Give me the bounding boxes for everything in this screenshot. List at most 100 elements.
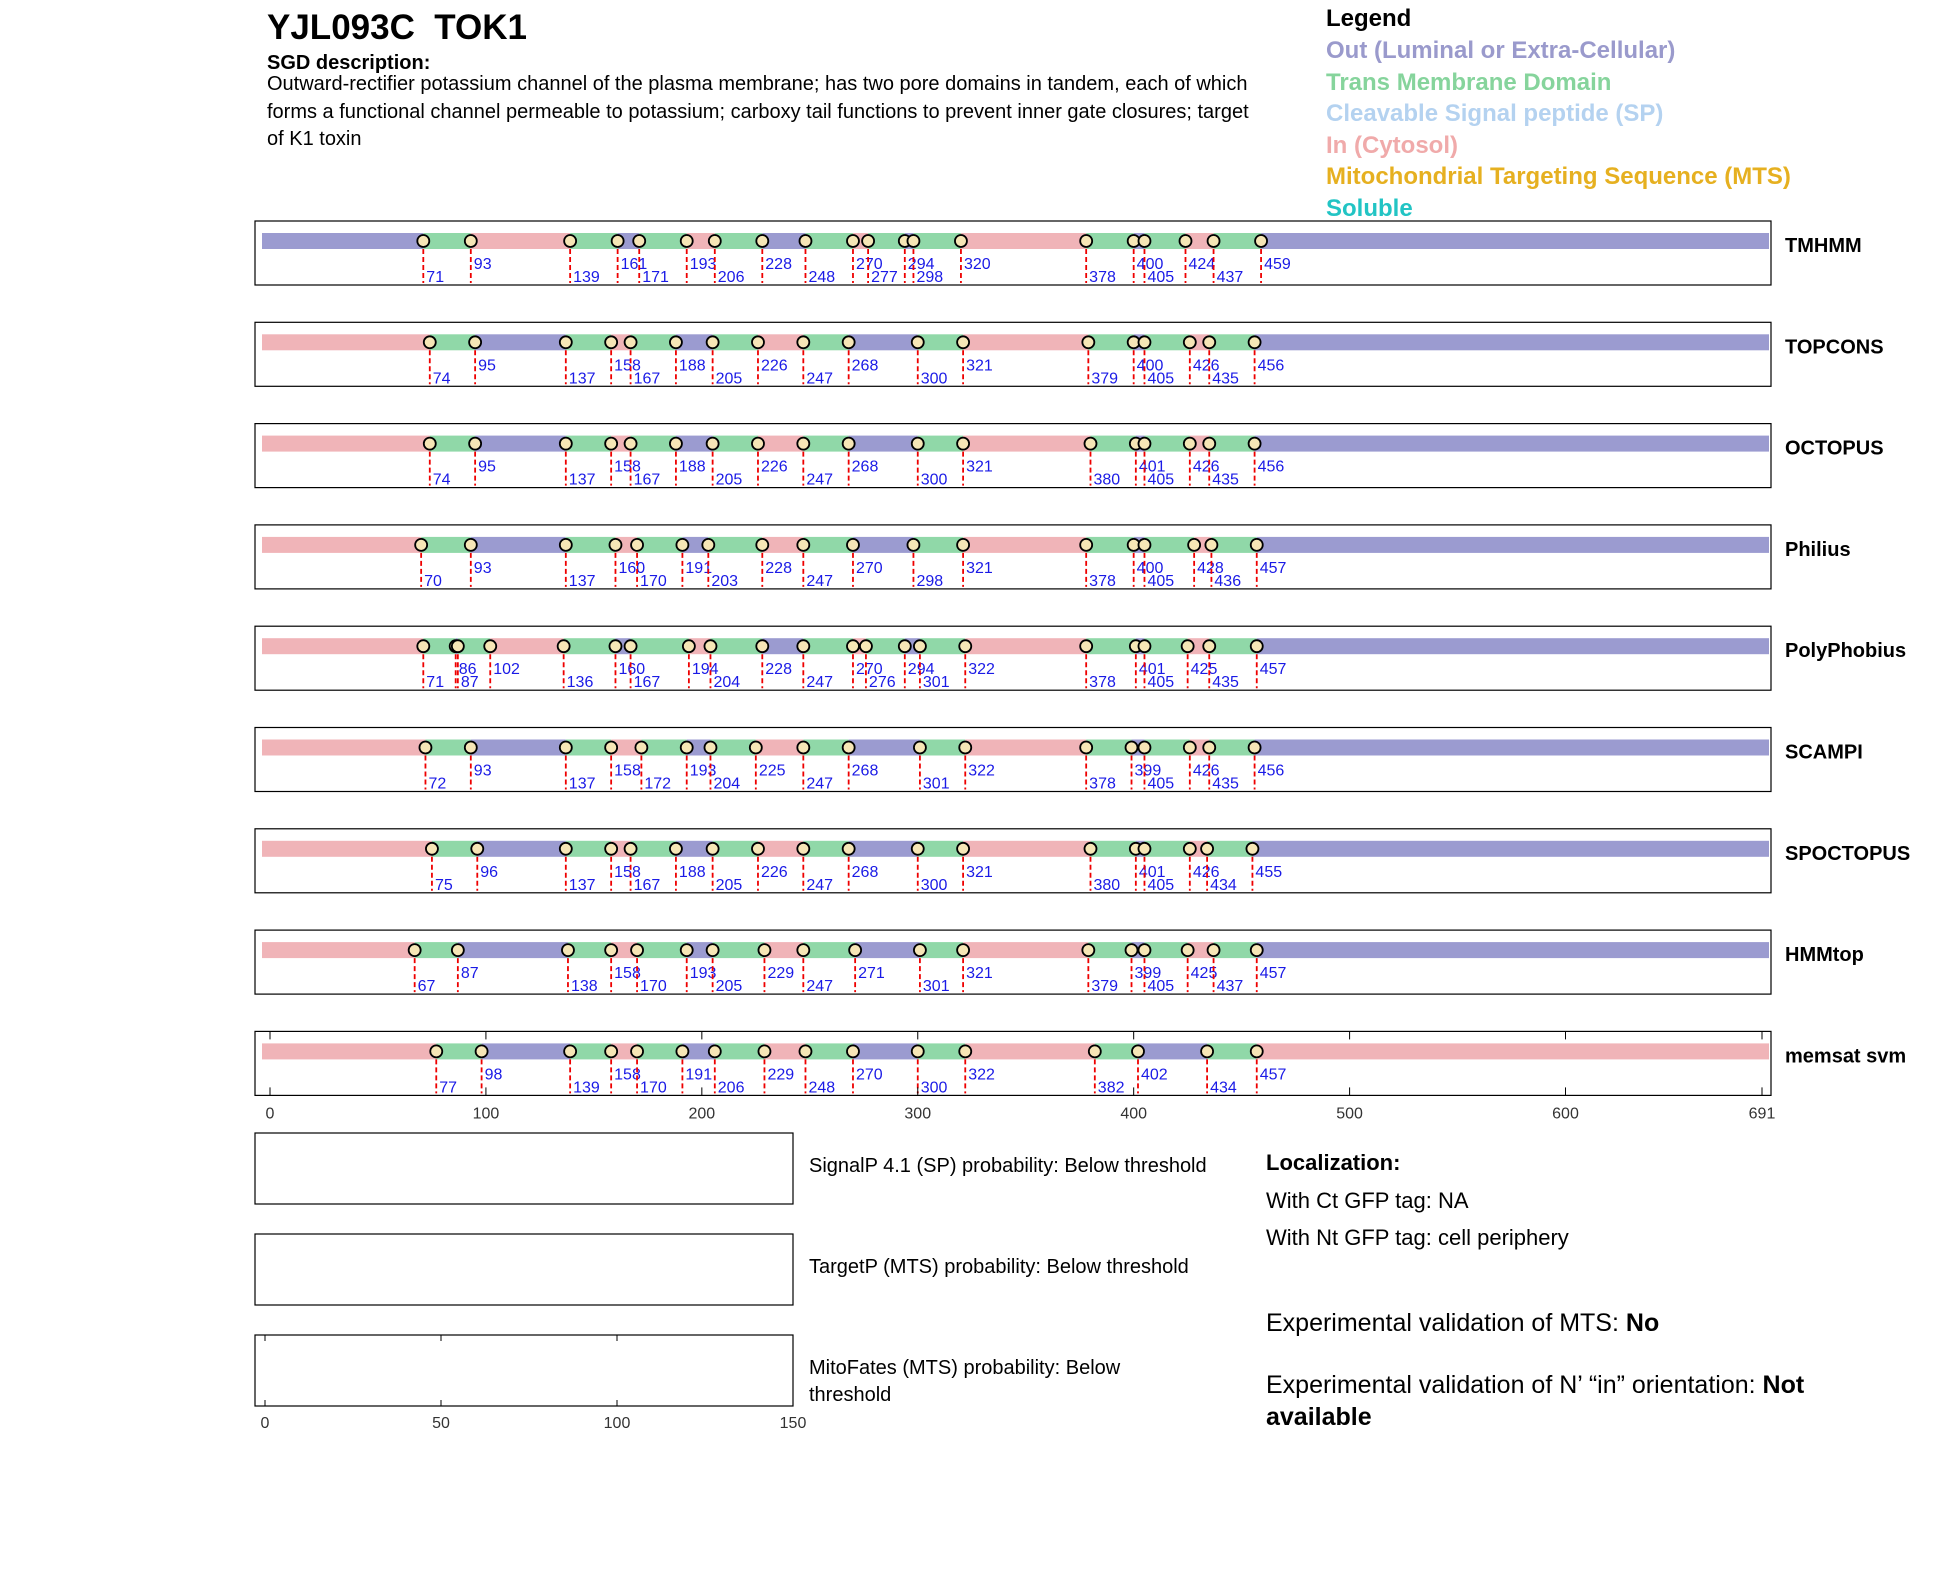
boundary-marker (1178, 234, 1193, 248)
legend-title: Legend (1326, 5, 1412, 32)
segment (637, 1043, 683, 1060)
boundary-label: 378 (1089, 776, 1116, 793)
boundary-label: 457 (1260, 661, 1287, 678)
segment (913, 536, 964, 553)
segment (1090, 840, 1136, 857)
boundary-marker (798, 234, 813, 248)
boundary-marker (679, 234, 694, 248)
boundary-label: 205 (716, 978, 743, 995)
segment (630, 840, 676, 857)
segment (1213, 233, 1262, 249)
track-name: HMMtop (1785, 944, 1864, 966)
legend-item: Soluble (1326, 194, 1413, 222)
boundary-label: 87 (461, 965, 479, 982)
boundary-marker (1202, 740, 1217, 755)
segment (965, 739, 1087, 756)
boundary-marker (755, 234, 770, 248)
boundary-label: 270 (856, 1066, 883, 1083)
boundary-label: 170 (640, 978, 667, 995)
boundary-label: 72 (428, 776, 446, 793)
boundary-marker (450, 639, 465, 654)
boundary-label: 322 (968, 661, 995, 678)
probability-text: TargetP (MTS) probability: Below thresho… (809, 1256, 1189, 1278)
boundary-marker (1180, 943, 1195, 957)
boundary-marker (1137, 538, 1152, 552)
boundary-marker (1180, 639, 1195, 654)
boundary-marker (757, 1044, 772, 1059)
segment (855, 942, 920, 959)
boundary-marker (1202, 436, 1217, 451)
segment (917, 840, 964, 857)
boundary-label: 294 (908, 661, 935, 678)
boundary-label: 382 (1098, 1079, 1125, 1096)
boundary-marker (1247, 436, 1262, 451)
boundary-label: 93 (474, 763, 492, 780)
boundary-label: 402 (1141, 1066, 1168, 1083)
boundary-label: 96 (480, 864, 498, 881)
boundary-label: 401 (1139, 459, 1166, 476)
boundary-label: 137 (569, 776, 596, 793)
boundary-marker (755, 639, 770, 654)
boundary-label: 172 (644, 776, 671, 793)
segment (965, 638, 1087, 655)
track-frame (254, 524, 1772, 590)
boundary-label: 226 (761, 459, 788, 476)
boundary-label: 229 (767, 965, 794, 982)
segment (565, 840, 612, 857)
boundary-marker (956, 841, 970, 856)
boundary-label: 270 (856, 256, 883, 273)
boundary-label: 138 (571, 978, 598, 995)
boundary-label: 226 (761, 357, 788, 374)
segment (1254, 334, 1769, 351)
boundary-marker (1124, 740, 1139, 755)
boundary-marker (407, 943, 422, 957)
boundary-label: 191 (685, 560, 712, 577)
track-name: SCAMPI (1785, 742, 1863, 764)
boundary-marker (910, 335, 925, 350)
segment (1144, 840, 1190, 857)
boundary-marker (1137, 841, 1152, 856)
orientation-label: Experimental validation of N’ “in” orien… (1266, 1371, 1763, 1399)
boundary-marker (669, 436, 683, 451)
boundary-marker (1254, 234, 1268, 248)
boundary-label: 321 (966, 459, 993, 476)
boundary-label: 322 (968, 763, 995, 780)
boundary-marker (1202, 639, 1217, 654)
boundary-label: 98 (485, 1066, 503, 1083)
boundary-label: 300 (921, 370, 948, 387)
boundary-label: 400 (1137, 256, 1164, 273)
boundary-label: 300 (921, 877, 948, 894)
segment (1254, 435, 1769, 452)
boundary-marker (846, 538, 860, 552)
segment (848, 435, 918, 452)
segment (429, 435, 476, 452)
segment (637, 536, 683, 553)
boundary-marker (1079, 740, 1094, 755)
boundary-marker (796, 740, 811, 755)
segment (262, 233, 424, 249)
boundary-label: 426 (1193, 763, 1220, 780)
boundary-marker (563, 234, 578, 248)
track-name: PolyPhobius (1785, 640, 1906, 662)
track-frame (254, 625, 1772, 691)
boundary-marker (416, 234, 431, 248)
segment (675, 840, 713, 857)
boundary-label: 158 (614, 459, 641, 476)
boundary-marker (958, 639, 973, 654)
boundary-marker (1249, 1044, 1264, 1059)
track-frame (254, 321, 1772, 387)
boundary-marker (846, 234, 860, 248)
boundary-label: 301 (923, 978, 950, 995)
boundary-label: 270 (856, 661, 883, 678)
boundary-label: 405 (1147, 978, 1174, 995)
segment (565, 435, 612, 452)
segment (805, 1043, 853, 1060)
segment (570, 233, 618, 249)
boundary-marker (425, 841, 439, 856)
boundary-label: 87 (461, 674, 479, 691)
boundary-label: 400 (1137, 560, 1164, 577)
segment (1209, 435, 1255, 452)
segment (963, 334, 1089, 351)
x-tick-label: 50 (432, 1415, 450, 1432)
boundary-marker (418, 740, 433, 755)
